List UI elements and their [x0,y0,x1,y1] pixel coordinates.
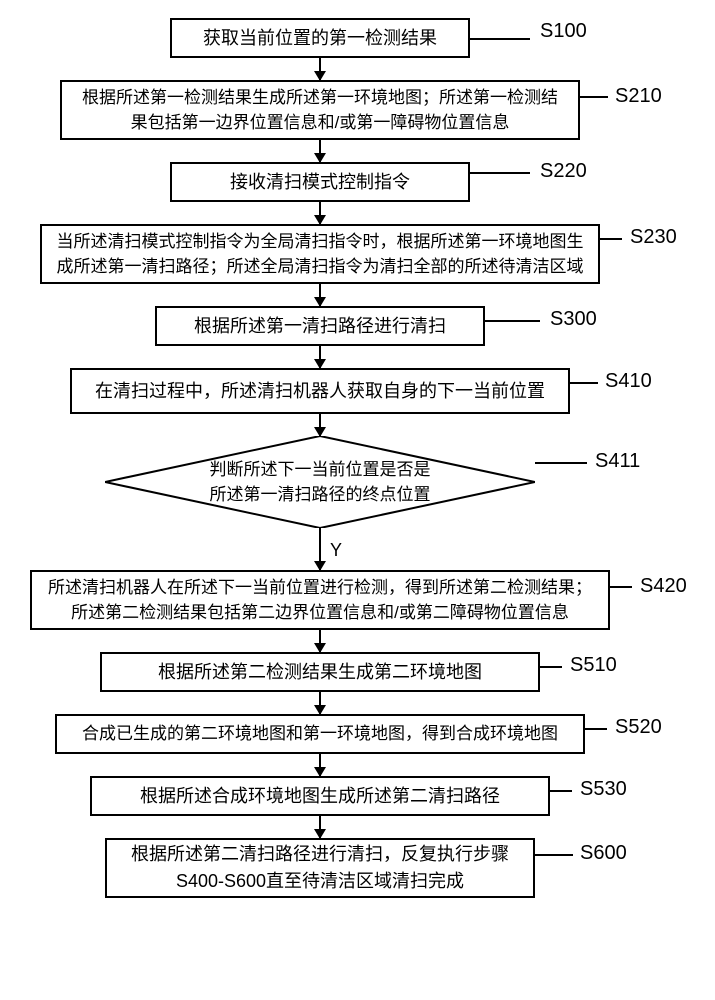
label-s411: S411 [595,450,640,473]
arrow-6 [319,414,321,436]
decision-s411-text: 判断所述下一当前位置是否是 所述第一清扫路径的终点位置 [210,457,431,508]
step-s510: 根据所述第二检测结果生成第二环境地图 [100,652,540,692]
label-s410: S410 [605,370,652,393]
step-s520: 合成已生成的第二环境地图和第一环境地图，得到合成环境地图 [55,714,585,754]
step-s520-text: 合成已生成的第二环境地图和第一环境地图，得到合成环境地图 [82,721,558,747]
leader-s410 [570,382,598,384]
leader-s300 [485,320,540,322]
label-s230: S230 [630,226,677,249]
leader-s420 [610,586,632,588]
step-s230: 当所述清扫模式控制指令为全局清扫指令时，根据所述第一环境地图生成所述第一清扫路径… [40,224,600,284]
flowchart-canvas: 获取当前位置的第一检测结果 S100 根据所述第一检测结果生成所述第一环境地图；… [0,0,715,1000]
step-s210-text: 根据所述第一检测结果生成所述第一环境地图；所述第一检测结果包括第一边界位置信息和… [74,85,566,136]
step-s600: 根据所述第二清扫路径进行清扫，反复执行步骤S400-S600直至待清洁区域清扫完… [105,838,535,898]
step-s300-text: 根据所述第一清扫路径进行清扫 [194,313,446,340]
label-s510: S510 [570,654,617,677]
step-s600-text: 根据所述第二清扫路径进行清扫，反复执行步骤S400-S600直至待清洁区域清扫完… [119,841,521,895]
step-s530-text: 根据所述合成环境地图生成所述第二清扫路径 [140,783,500,810]
arrow-4 [319,284,321,306]
arrow-7 [319,528,321,570]
step-s100-text: 获取当前位置的第一检测结果 [203,25,437,52]
step-s220-text: 接收清扫模式控制指令 [230,169,410,196]
leader-s411 [535,462,587,464]
label-s520: S520 [615,716,662,739]
decision-s411: 判断所述下一当前位置是否是 所述第一清扫路径的终点位置 [105,436,535,528]
step-s420-text: 所述清扫机器人在所述下一当前位置进行检测，得到所述第二检测结果；所述第二检测结果… [44,575,596,626]
step-s410-text: 在清扫过程中，所述清扫机器人获取自身的下一当前位置 [95,378,545,405]
arrow-3 [319,202,321,224]
step-s530: 根据所述合成环境地图生成所述第二清扫路径 [90,776,550,816]
step-s230-text: 当所述清扫模式控制指令为全局清扫指令时，根据所述第一环境地图生成所述第一清扫路径… [54,229,586,280]
leader-s520 [585,728,607,730]
leader-s600 [535,854,573,856]
leader-s530 [550,790,572,792]
arrow-1 [319,58,321,80]
step-s420: 所述清扫机器人在所述下一当前位置进行检测，得到所述第二检测结果；所述第二检测结果… [30,570,610,630]
arrow-10 [319,754,321,776]
label-s420: S420 [640,575,687,598]
step-s210: 根据所述第一检测结果生成所述第一环境地图；所述第一检测结果包括第一边界位置信息和… [60,80,580,140]
step-s220: 接收清扫模式控制指令 [170,162,470,202]
label-s210: S210 [615,85,662,108]
leader-s210 [580,96,608,98]
label-s530: S530 [580,778,627,801]
branch-yes-label: Y [330,540,342,561]
arrow-8 [319,630,321,652]
label-s300: S300 [550,308,597,331]
label-s220: S220 [540,160,587,183]
arrow-11 [319,816,321,838]
leader-s230 [600,238,622,240]
arrow-2 [319,140,321,162]
leader-s100 [470,38,530,40]
label-s600: S600 [580,842,627,865]
step-s100: 获取当前位置的第一检测结果 [170,18,470,58]
step-s300: 根据所述第一清扫路径进行清扫 [155,306,485,346]
label-s100: S100 [540,20,587,43]
step-s510-text: 根据所述第二检测结果生成第二环境地图 [158,659,482,686]
leader-s510 [540,666,562,668]
step-s410: 在清扫过程中，所述清扫机器人获取自身的下一当前位置 [70,368,570,414]
arrow-9 [319,692,321,714]
leader-s220 [470,172,530,174]
arrow-5 [319,346,321,368]
